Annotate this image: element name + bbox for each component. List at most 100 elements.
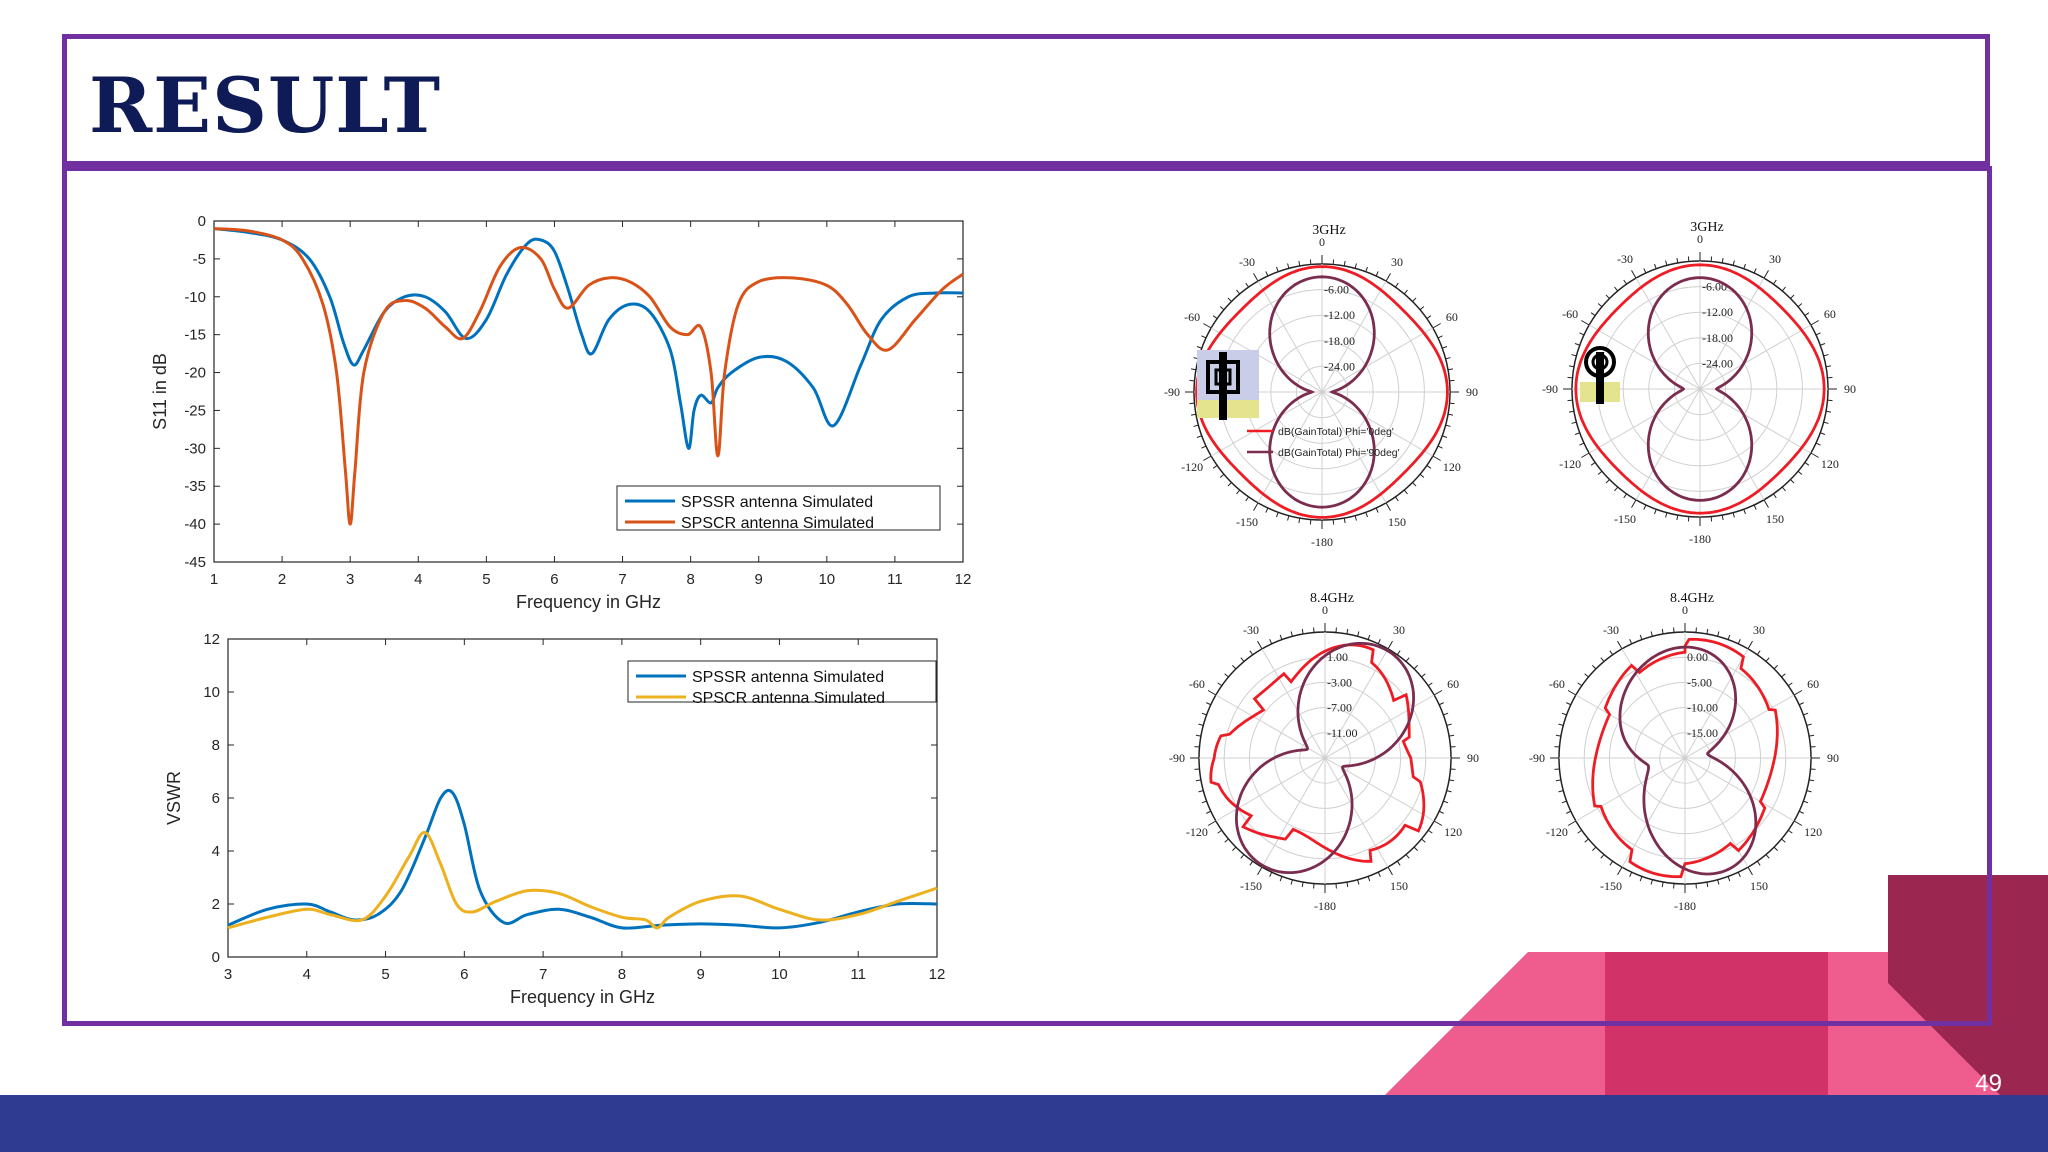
polar-tick	[1823, 354, 1829, 357]
x-tick-label: 5	[381, 966, 389, 983]
polar-radial-label: -15.00	[1687, 726, 1718, 740]
y-tick-label: -15	[184, 327, 206, 344]
polar-tick	[1756, 860, 1761, 866]
polar-legend-entry: dB(GainTotal) Phi='0deg'	[1278, 426, 1394, 438]
polar-tick	[1212, 465, 1218, 469]
inset-ground	[1197, 400, 1259, 418]
polar-tick	[1438, 702, 1444, 706]
polar-tick	[1298, 517, 1301, 524]
polar-tick	[1354, 263, 1357, 269]
polar-chart-2: 0 30 60 90 120 150 -180 -150 -120 -90 -60 -30 3GHz -6…	[1542, 220, 1856, 546]
polar-angle-label: 150	[1750, 879, 1768, 893]
y-tick-label: -40	[184, 516, 206, 533]
polar-tick	[1287, 263, 1290, 269]
x-tick-label: 11	[850, 966, 866, 983]
polar-tick	[1623, 493, 1627, 499]
polar-tick	[1732, 260, 1735, 266]
polar-tick	[1196, 346, 1202, 349]
polar-angle-label: -180	[1674, 899, 1696, 913]
polar-tick	[1427, 682, 1433, 687]
polar-tick	[1665, 260, 1668, 266]
polar-tick	[1676, 257, 1679, 264]
polar-tick	[1727, 634, 1731, 640]
polar-tick	[1654, 263, 1657, 269]
polar-tick	[1815, 442, 1821, 446]
polar-tick	[1592, 846, 1597, 851]
polar-tick	[1614, 486, 1619, 492]
polar-title: 3GHz	[1690, 220, 1723, 235]
polar-tick	[1773, 665, 1778, 670]
polar-tick	[1365, 512, 1368, 518]
polar-tick	[1276, 266, 1279, 272]
polar-tick	[1232, 846, 1237, 851]
polar-radial-label: -11.00	[1327, 726, 1358, 740]
x-tick-label: 4	[414, 571, 422, 588]
polar-tick	[1600, 854, 1605, 859]
polar-angle-label: -60	[1189, 677, 1205, 691]
polar-tick	[1427, 829, 1433, 834]
polar-radial-label: -12.00	[1702, 305, 1733, 319]
polar-radial-label: -3.00	[1327, 675, 1352, 689]
polar-radial-label: 0.00	[1687, 650, 1708, 664]
polar-tick	[1676, 514, 1679, 521]
polar-tick	[1442, 346, 1448, 349]
polar-tick	[1301, 881, 1304, 888]
polar-tick	[1447, 413, 1454, 416]
polar-angle-label: 150	[1388, 515, 1406, 529]
polar-angle-label: -120	[1181, 460, 1203, 474]
polar-tick	[1584, 838, 1589, 843]
polar-tick	[1201, 800, 1207, 804]
polar-tick	[1781, 673, 1786, 678]
polar-tick	[1403, 289, 1408, 295]
vswr-chart: 3 4 5 6 7 8 9 10 11 12 0 2 4 6 8 10 12 Frequency in GHz VS…	[164, 631, 945, 1007]
polar-angle-label: 150	[1390, 879, 1408, 893]
polar-spoke	[1621, 648, 1749, 868]
polar-tick	[1207, 820, 1217, 826]
polar-tick	[1438, 810, 1444, 814]
polar-legend-entry: dB(GainTotal) Phi='90deg'	[1278, 447, 1400, 459]
polar-tick	[1357, 879, 1360, 885]
x-tick-label: 7	[539, 966, 547, 983]
polar-tick	[1798, 810, 1804, 814]
polar-angle-label: 120	[1821, 457, 1839, 471]
polar-angle-label: -120	[1546, 825, 1568, 839]
polar-tick	[1426, 315, 1432, 319]
y-tick-label: 0	[198, 213, 206, 230]
polar-tick	[1195, 734, 1202, 737]
y-tick-label: 0	[212, 949, 220, 966]
polar-tick	[1737, 871, 1741, 877]
polar-tick	[1765, 657, 1770, 662]
y-tick-label: 2	[212, 896, 220, 913]
deco-maroon-shape	[1888, 875, 2048, 1095]
x-tick-label: 10	[771, 966, 788, 983]
polar-tick	[1629, 871, 1633, 877]
polar-tick	[1421, 673, 1426, 678]
series-line-1	[213, 227, 964, 450]
legend-entry: SPSCR antenna Simulated	[681, 515, 874, 532]
polar-tick	[1753, 504, 1757, 510]
polar-angle-label: 60	[1447, 677, 1459, 691]
polar-tick	[1387, 640, 1393, 650]
polar-tick	[1240, 657, 1245, 662]
polar-tick	[1605, 479, 1610, 484]
polar-pattern-2	[1268, 275, 1376, 509]
polar-tick	[1756, 650, 1761, 656]
polar-angle-label: 60	[1446, 310, 1458, 324]
polar-angle-label: 120	[1804, 825, 1822, 839]
x-tick-label: 9	[696, 966, 704, 983]
polar-tick	[1571, 354, 1577, 357]
x-tick-label: 5	[482, 571, 490, 588]
polar-tick	[1661, 628, 1664, 635]
polar-angle-label: 90	[1827, 751, 1839, 765]
polar-angle-label: -150	[1600, 879, 1622, 893]
polar-tick	[1568, 365, 1575, 368]
x-tick-label: 11	[887, 571, 903, 588]
polar-tick	[1442, 435, 1448, 438]
y-tick-label: 10	[203, 684, 220, 701]
polar-angle-label: -60	[1562, 307, 1578, 321]
polar-tick	[1639, 876, 1643, 882]
polar-tick	[1597, 470, 1603, 475]
polar-tick	[1395, 496, 1399, 502]
polar-tick	[1396, 650, 1401, 656]
polar-angle-label: -90	[1164, 385, 1180, 399]
